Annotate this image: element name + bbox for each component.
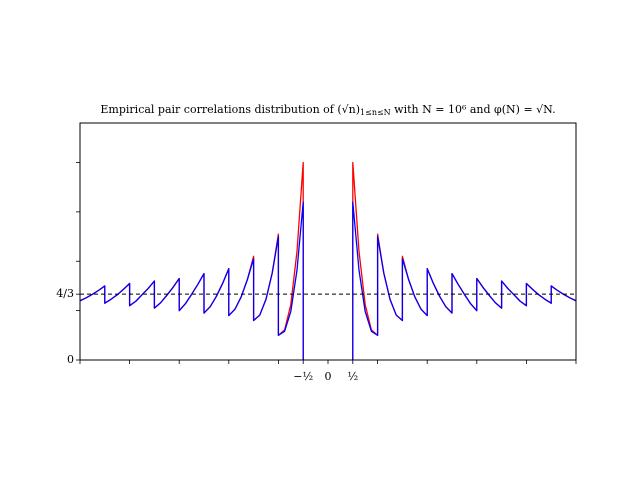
title-rest: with N = 10⁶ and φ(N) = √N. bbox=[391, 103, 556, 116]
series-line bbox=[79, 161, 577, 360]
y-tick-label: 4/3 bbox=[56, 287, 74, 300]
plot-frame bbox=[79, 122, 577, 361]
title-main: Empirical pair correlations distribution… bbox=[100, 103, 360, 116]
y-tick-label: 0 bbox=[67, 353, 74, 366]
x-tick-label: −½ bbox=[293, 370, 313, 383]
chart-title: Empirical pair correlations distribution… bbox=[100, 103, 555, 117]
title-subscript: 1≤n≤N bbox=[360, 108, 391, 117]
x-tick-label: ½ bbox=[347, 370, 358, 383]
series-line bbox=[79, 201, 577, 360]
x-tick-label: 0 bbox=[325, 370, 332, 383]
